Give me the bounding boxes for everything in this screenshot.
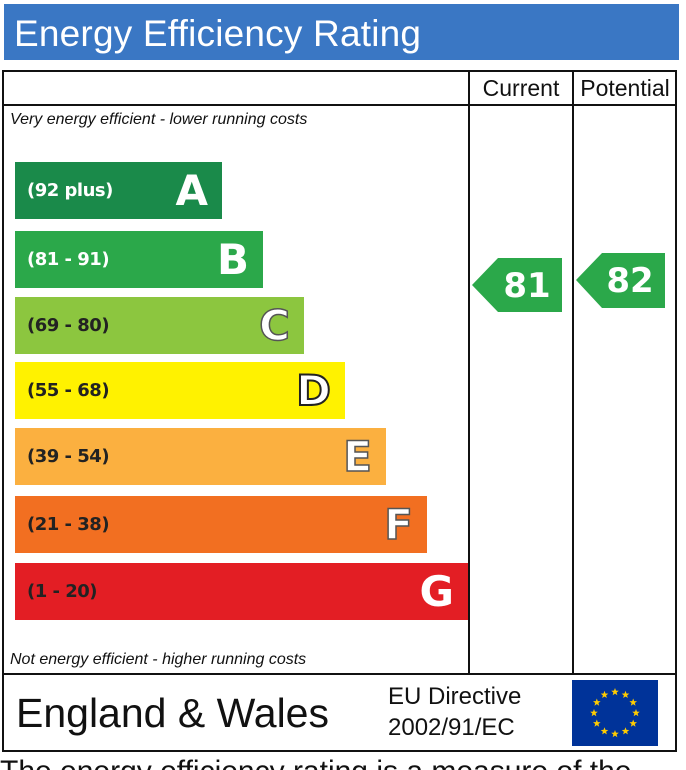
- potential-rating-value: 82: [606, 261, 654, 301]
- eu-star-icon: [611, 688, 619, 696]
- eu-star-icon: [593, 698, 601, 706]
- eu-star-icon: [611, 730, 619, 738]
- band-d-range: (55 - 68): [27, 380, 110, 401]
- potential-rating-arrow-icon: [576, 253, 665, 308]
- band-c-letter: C: [258, 300, 290, 351]
- eu-star-icon: [600, 690, 609, 699]
- band-a-range: (92 plus): [27, 180, 113, 201]
- directive-line-2: 2002/91/EC: [388, 714, 515, 741]
- band-b: (81 - 91) B: [15, 231, 263, 288]
- band-b-letter: B: [216, 235, 249, 284]
- region-label: England & Wales: [16, 690, 329, 736]
- band-a: (92 plus) A: [15, 162, 222, 219]
- note-inefficient: Not energy efficient - higher running co…: [10, 651, 307, 668]
- band-f-range: (21 - 38): [27, 514, 110, 535]
- eu-star-icon: [621, 690, 630, 699]
- band-f-letter: F: [384, 499, 414, 550]
- band-d: (55 - 68) D: [15, 362, 345, 419]
- band-c-range: (69 - 80): [27, 315, 110, 336]
- band-c: (69 - 80) C: [15, 297, 304, 354]
- band-d-letter: D: [295, 365, 332, 416]
- band-f: (21 - 38) F: [15, 496, 427, 553]
- footer-divider: [2, 673, 677, 675]
- directive-line-1: EU Directive: [388, 683, 522, 710]
- eu-star-icon: [600, 727, 609, 735]
- current-rating-value: 81: [503, 266, 551, 306]
- divider-current: [468, 70, 470, 675]
- title-bar: Energy Efficiency Rating: [4, 4, 679, 60]
- eu-star-icon: [593, 719, 601, 727]
- eu-star-icon: [632, 709, 640, 717]
- cutoff-text: The energy efficiency rating is a measur…: [0, 757, 686, 770]
- eu-star-icon: [629, 719, 637, 727]
- divider-potential: [572, 70, 574, 675]
- column-header-potential: Potential: [580, 75, 670, 101]
- eu-star-icon: [629, 698, 637, 706]
- band-b-range: (81 - 91): [27, 249, 110, 270]
- band-e-letter: E: [343, 431, 373, 482]
- band-g: (1 - 20) G: [15, 563, 468, 620]
- eu-star-icon: [621, 727, 630, 735]
- band-e-range: (39 - 54): [27, 446, 110, 467]
- band-g-letter: G: [419, 567, 454, 616]
- band-a-letter: A: [175, 166, 208, 215]
- header-divider: [2, 104, 677, 106]
- page-title: Energy Efficiency Rating: [14, 13, 422, 54]
- eu-star-icon: [590, 709, 598, 717]
- band-e: (39 - 54) E: [15, 428, 386, 485]
- column-header-current: Current: [482, 75, 560, 101]
- note-efficient: Very energy efficient - lower running co…: [10, 111, 308, 128]
- band-g-range: (1 - 20): [27, 581, 98, 602]
- current-rating-arrow-icon: [472, 258, 562, 312]
- rating-frame: [2, 70, 677, 752]
- eu-flag-icon: [572, 680, 658, 746]
